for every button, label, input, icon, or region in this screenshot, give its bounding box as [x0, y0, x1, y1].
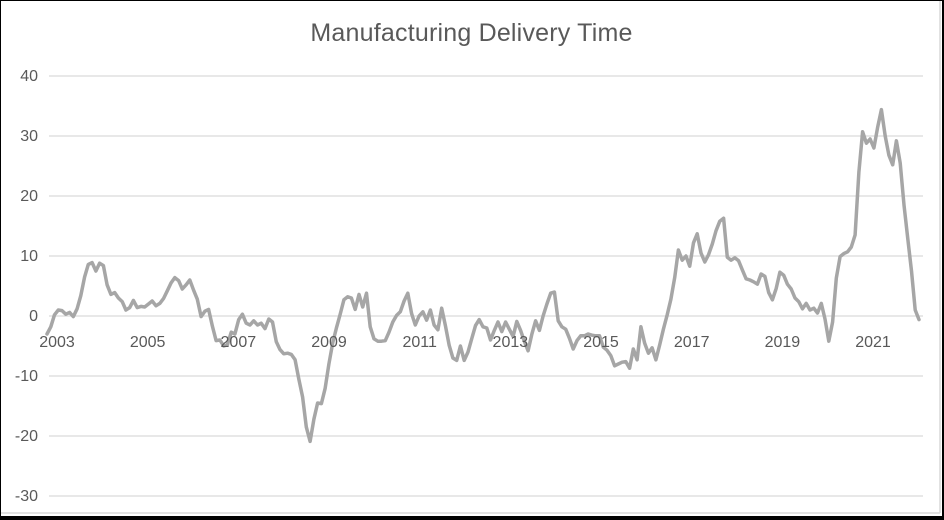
x-tick-label: 2019: [764, 334, 801, 351]
x-tick-label: 2011: [402, 334, 437, 351]
y-tick-label: 10: [20, 247, 38, 265]
delivery-time-line: [45, 107, 921, 444]
y-tick-label: -20: [14, 427, 38, 445]
x-tick-label: 2015: [583, 334, 619, 351]
chart-title: Manufacturing Delivery Time: [310, 19, 633, 47]
gridlines: [49, 75, 923, 497]
x-tick-label: 2009: [311, 334, 347, 351]
y-tick-label: 30: [20, 127, 38, 145]
y-tick-label: -30: [14, 487, 38, 505]
x-tick-label: 2013: [492, 334, 529, 351]
x-tick-label: 2021: [855, 334, 891, 351]
y-tick-label: 40: [20, 67, 38, 85]
y-tick-label: 20: [20, 187, 38, 205]
x-tick-label: 2003: [39, 334, 75, 351]
y-tick-label: 0: [29, 307, 38, 325]
x-tick-label: 2007: [220, 334, 257, 351]
x-tick-label: 2005: [129, 334, 166, 351]
x-tick-label: 2017: [673, 334, 710, 351]
y-tick-label: -10: [14, 367, 38, 385]
